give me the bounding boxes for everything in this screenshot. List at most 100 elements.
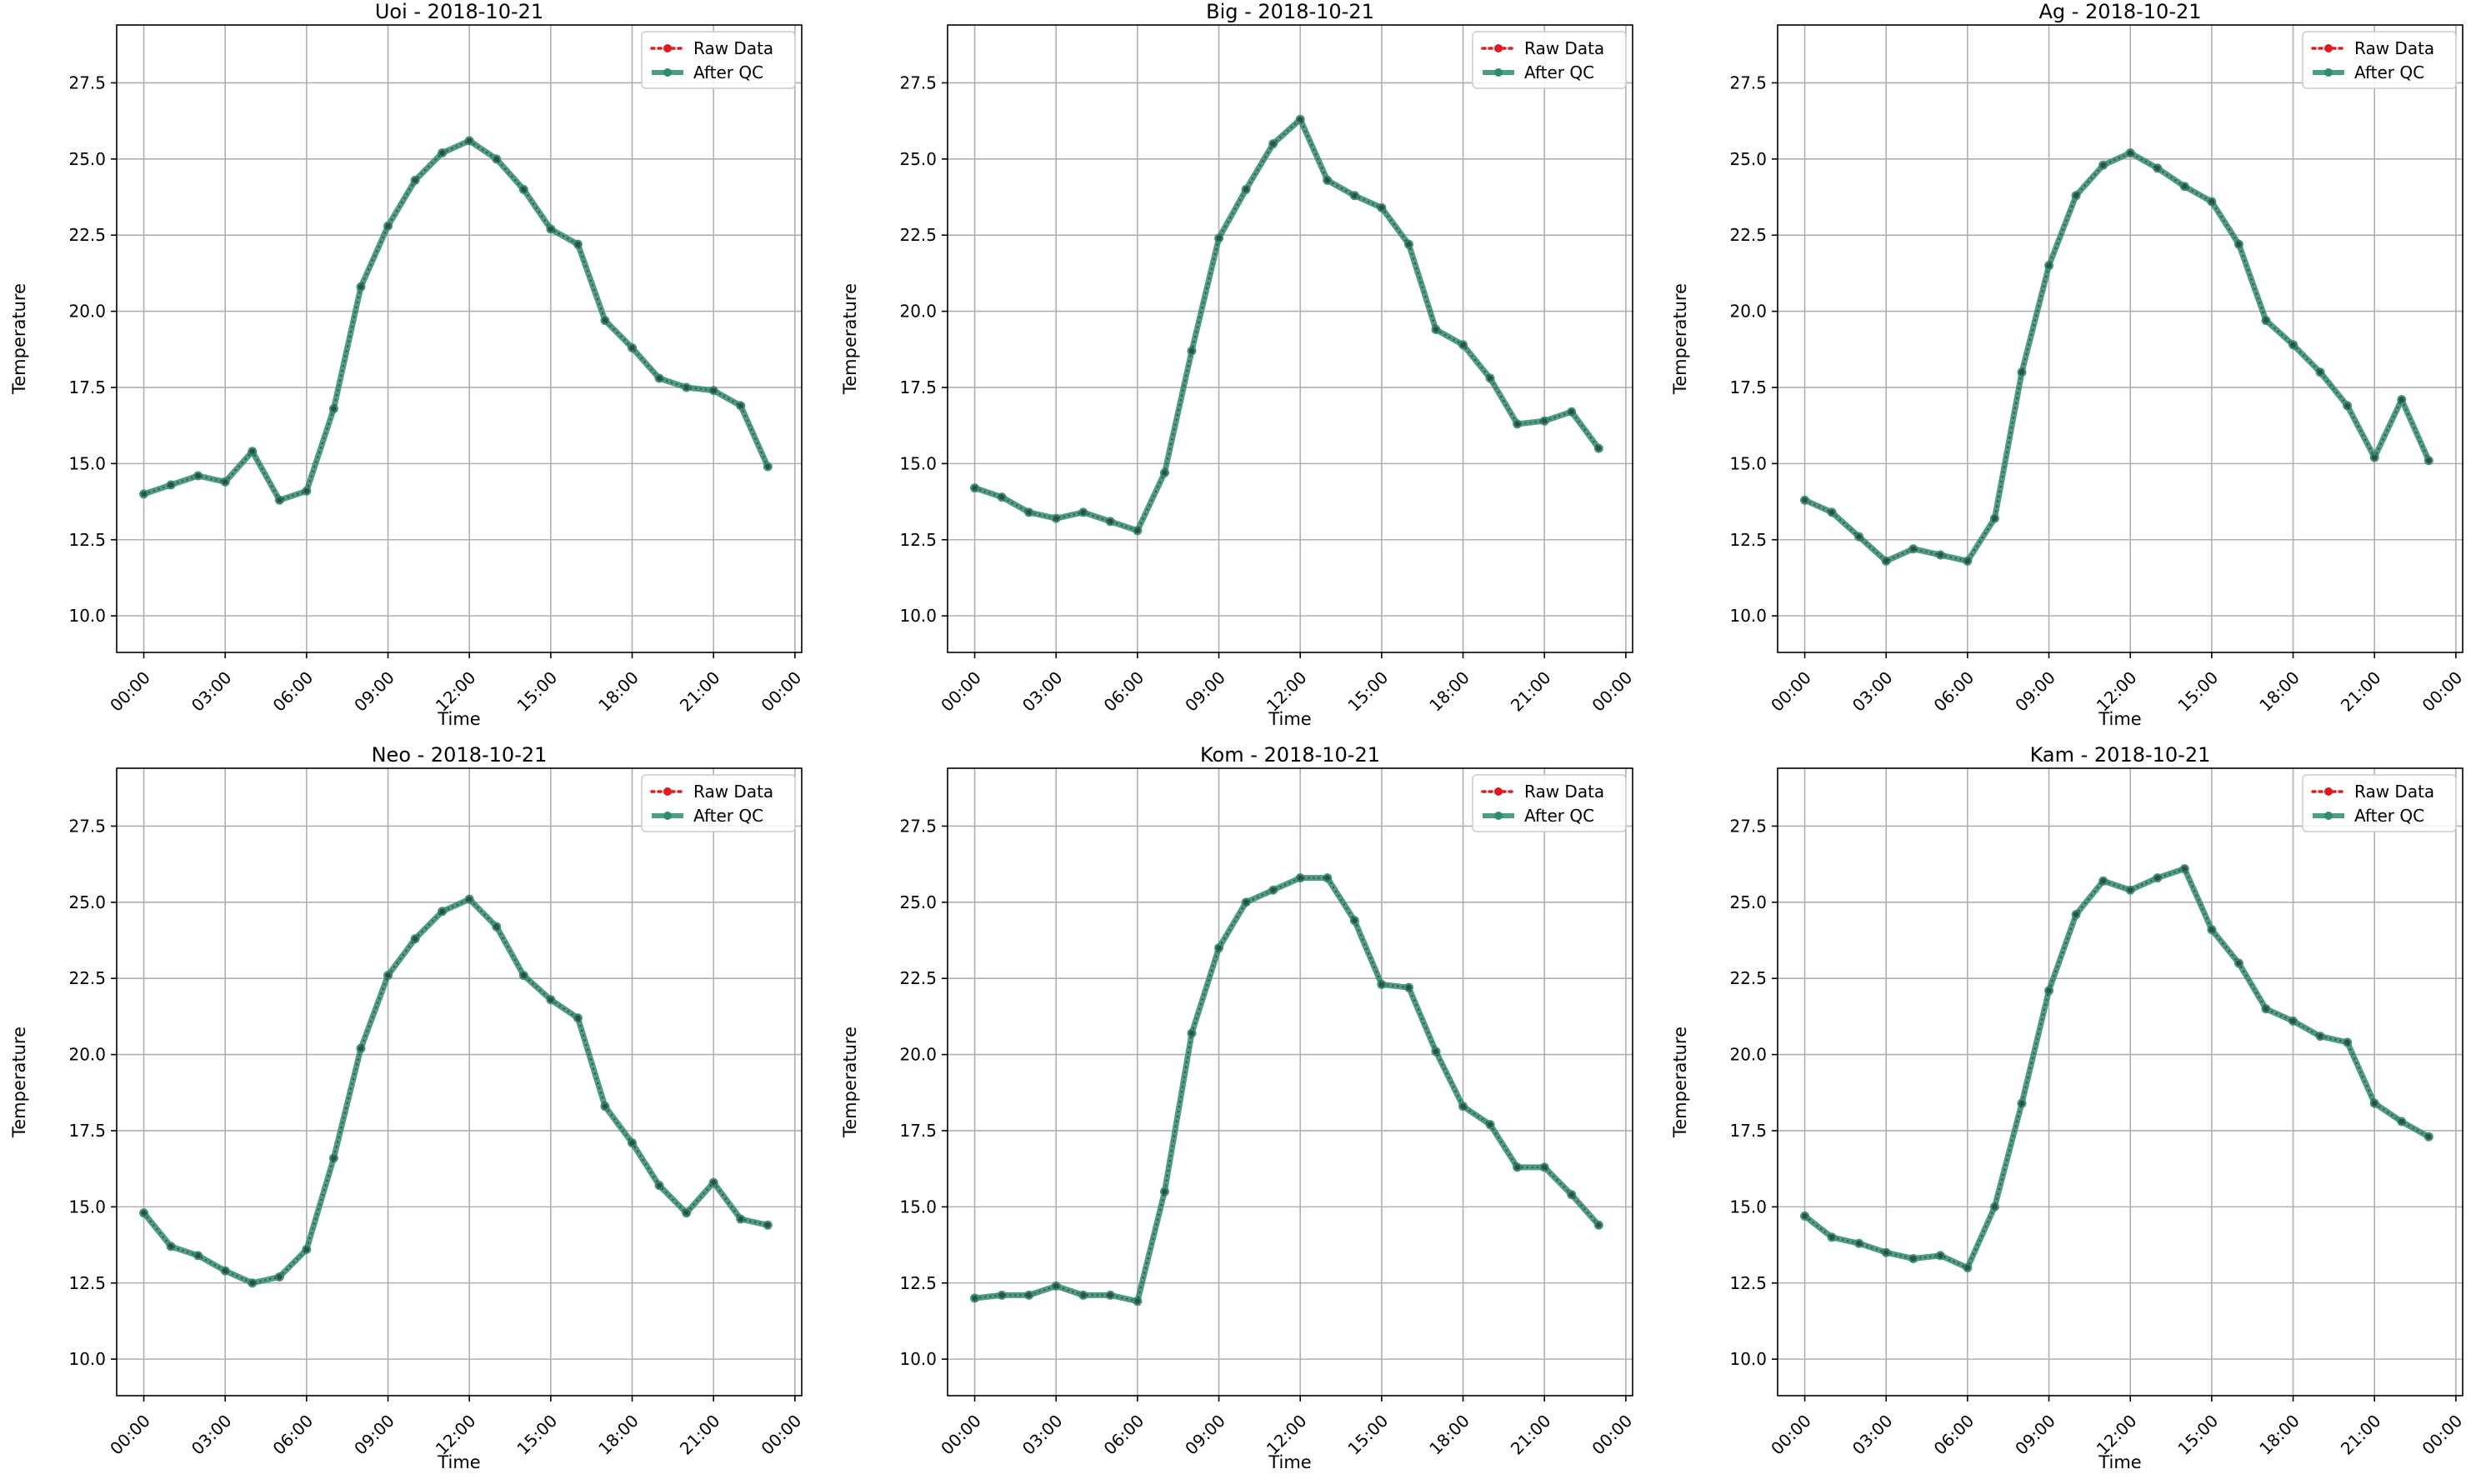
y-tick-label: 12.5: [68, 1273, 106, 1293]
chart-panel: 10.0 12.5 15.0 17.5 20.0 22.5 25.0 27.5 00:00 03:…: [1670, 743, 2466, 1472]
data-point-raw-data: [765, 1222, 771, 1228]
data-point-raw-data: [412, 936, 418, 942]
y-axis-label: Temperature: [9, 1027, 29, 1138]
plot-area: [117, 25, 802, 652]
data-point-raw-data: [1298, 117, 1303, 122]
data-point-raw-data: [358, 1046, 364, 1052]
data-point-raw-data: [1828, 1234, 1835, 1241]
y-tick-label: 25.0: [899, 892, 937, 912]
data-point-raw-data: [493, 156, 499, 162]
y-tick-label: 22.5: [68, 968, 106, 988]
x-tick-label: 18:00: [594, 1411, 643, 1459]
data-point-raw-data: [1883, 1249, 1889, 1256]
x-axis-label: Time: [437, 709, 480, 729]
x-tick-label: 15:00: [2174, 1411, 2223, 1459]
data-point-raw-data: [1298, 875, 1303, 881]
x-tick-label: 21:00: [2337, 1411, 2385, 1459]
legend-label-raw-data: Raw Data: [2354, 782, 2434, 802]
data-point-raw-data: [2398, 397, 2404, 402]
y-tick-label: 15.0: [68, 453, 106, 473]
x-tick-label: 00:00: [106, 1411, 154, 1459]
data-point-raw-data: [1134, 1298, 1141, 1304]
y-tick-label: 10.0: [899, 606, 937, 626]
data-point-raw-data: [629, 345, 635, 351]
data-point-raw-data: [521, 972, 527, 978]
data-point-raw-data: [2100, 878, 2106, 884]
x-tick-label: 15:00: [1344, 667, 1393, 716]
chart-panel: 10.0 12.5 15.0 17.5 20.0 22.5 25.0 27.5 00:00 03:…: [1670, 0, 2466, 729]
x-axis-label: Time: [1268, 1452, 1311, 1472]
legend-label-after-qc: After QC: [693, 62, 763, 82]
x-axis-label: Time: [1268, 709, 1311, 729]
data-point-raw-data: [1026, 1292, 1032, 1298]
y-tick-label: 25.0: [1729, 892, 1767, 912]
data-point-raw-data: [1162, 470, 1168, 476]
legend-marker-raw-data: [2324, 44, 2333, 52]
x-tick-label: 15:00: [1344, 1411, 1393, 1459]
data-point-raw-data: [249, 1280, 255, 1286]
series-line-after-qc: [141, 896, 771, 1287]
data-point-raw-data: [548, 997, 554, 1003]
y-tick-label: 17.5: [1729, 1121, 1767, 1141]
legend-label-raw-data: Raw Data: [693, 38, 773, 58]
data-point-raw-data: [1378, 205, 1385, 211]
legend-marker-after-qc: [1494, 812, 1503, 820]
x-tick-label: 21:00: [1507, 1411, 1555, 1459]
data-point-raw-data: [1802, 497, 1808, 503]
data-point-raw-data: [2046, 987, 2052, 994]
x-tick-label: 15:00: [513, 1411, 562, 1459]
data-point-raw-data: [1216, 945, 1222, 951]
data-point-raw-data: [1243, 187, 1249, 192]
x-tick-label: 06:00: [269, 667, 318, 716]
legend-label-after-qc: After QC: [2354, 806, 2424, 826]
series-line-raw-data: [974, 117, 1600, 532]
data-point-raw-data: [1324, 177, 1330, 183]
x-tick-label: 00:00: [937, 667, 985, 716]
chart-title: Ag - 2018-10-21: [2038, 0, 2201, 23]
data-point-raw-data: [1568, 409, 1574, 415]
x-tick-label: 00:00: [757, 1411, 805, 1459]
legend: Raw Data After QC: [2302, 774, 2457, 832]
y-tick-label: 27.5: [899, 72, 937, 92]
legend-marker-raw-data: [663, 787, 672, 796]
data-point-raw-data: [1487, 375, 1493, 382]
plot-area: [948, 768, 1633, 1396]
data-point-raw-data: [1460, 342, 1466, 348]
data-point-raw-data: [2290, 1018, 2296, 1024]
x-tick-label: 21:00: [676, 667, 724, 716]
data-point-raw-data: [439, 908, 445, 915]
data-point-raw-data: [303, 1247, 310, 1252]
y-tick-label: 17.5: [899, 377, 937, 397]
legend-marker-after-qc: [2324, 68, 2333, 77]
legend-marker-after-qc: [2324, 812, 2333, 820]
data-point-raw-data: [2263, 317, 2269, 323]
legend-marker-after-qc: [663, 812, 672, 820]
x-tick-label: 18:00: [2255, 667, 2303, 716]
chart-title: Neo - 2018-10-21: [372, 743, 548, 767]
x-tick-label: 09:00: [1181, 1411, 1229, 1459]
y-tick-label: 17.5: [899, 1121, 937, 1141]
x-tick-label: 00:00: [2418, 1411, 2466, 1459]
data-point-raw-data: [1216, 235, 1222, 242]
y-tick-label: 17.5: [1729, 377, 1767, 397]
x-tick-label: 00:00: [2418, 667, 2466, 716]
legend-label-after-qc: After QC: [693, 806, 763, 826]
y-tick-label: 20.0: [68, 302, 106, 322]
y-axis-label: Temperature: [840, 1027, 860, 1138]
data-point-raw-data: [1053, 515, 1059, 522]
data-point-raw-data: [738, 402, 743, 409]
data-point-raw-data: [1596, 445, 1602, 452]
data-point-raw-data: [467, 137, 473, 144]
x-tick-label: 12:00: [1263, 1411, 1311, 1459]
y-tick-label: 27.5: [899, 816, 937, 836]
data-point-raw-data: [1270, 141, 1276, 147]
data-point-raw-data: [223, 479, 228, 485]
x-tick-label: 12:00: [432, 667, 480, 716]
data-point-raw-data: [602, 317, 608, 323]
x-tick-label: 18:00: [2255, 1411, 2303, 1459]
data-point-raw-data: [439, 150, 445, 156]
data-point-raw-data: [765, 463, 771, 470]
y-tick-label: 15.0: [1729, 1197, 1767, 1217]
y-tick-label: 20.0: [68, 1045, 106, 1065]
chart-title: Kam - 2018-10-21: [2030, 743, 2211, 767]
